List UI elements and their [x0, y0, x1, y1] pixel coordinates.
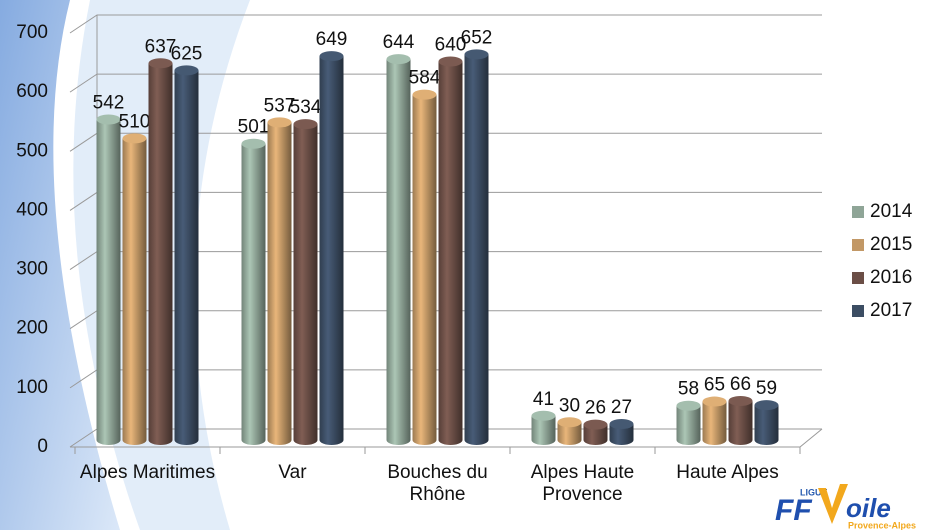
- data-label: 30: [559, 395, 580, 416]
- y-tick-label: 500: [16, 140, 48, 161]
- bar: [386, 59, 411, 446]
- bar-top: [412, 89, 437, 100]
- logo-ligue: LIGUE: [800, 487, 828, 497]
- logo-region: Provence-Alpes: [848, 520, 916, 530]
- data-label: 501: [238, 117, 270, 138]
- data-label: 66: [730, 374, 751, 395]
- bar: [609, 424, 634, 445]
- data-label: 649: [316, 29, 348, 50]
- bar: [464, 54, 489, 445]
- legend-label: 2017: [870, 300, 912, 321]
- bar: [293, 124, 318, 446]
- bar: [96, 119, 121, 446]
- data-label: 534: [290, 97, 322, 118]
- y-tick-label: 700: [16, 22, 48, 43]
- background-swirl: [0, 0, 120, 530]
- bar-top: [319, 51, 344, 62]
- data-label: 65: [704, 375, 725, 396]
- bar: [267, 122, 292, 445]
- y-tick-label: 100: [16, 377, 48, 398]
- legend-swatch: [852, 239, 864, 251]
- bar: [754, 405, 779, 445]
- data-label: 26: [585, 398, 606, 419]
- bar-top: [293, 119, 318, 130]
- bar: [122, 138, 147, 445]
- data-label: 584: [409, 68, 441, 89]
- bar: [148, 63, 173, 445]
- bar-top: [122, 133, 147, 144]
- bar-top: [241, 138, 266, 149]
- bar: [319, 56, 344, 446]
- bar: [557, 422, 582, 445]
- data-label: 537: [264, 95, 296, 116]
- bar-top: [676, 400, 701, 411]
- x-tick-label: Haute Alpes: [676, 462, 779, 483]
- y-tick-label: 0: [37, 436, 48, 457]
- bar-top: [702, 396, 727, 407]
- data-label: 644: [383, 32, 415, 53]
- bar: [676, 405, 701, 445]
- bar-top: [148, 58, 173, 69]
- bar-top: [96, 114, 121, 125]
- data-label: 27: [611, 397, 632, 418]
- data-label: 637: [145, 36, 177, 57]
- logo-voile: oile: [846, 493, 891, 523]
- bar-top: [728, 395, 753, 406]
- bar: [412, 94, 437, 445]
- data-label: 542: [93, 92, 125, 113]
- bar-top: [386, 54, 411, 65]
- data-label: 41: [533, 389, 554, 410]
- legend-swatch: [852, 305, 864, 317]
- bar-top: [583, 419, 608, 430]
- data-label: 58: [678, 379, 699, 400]
- bar: [728, 400, 753, 445]
- bar: [241, 143, 266, 446]
- bar: [174, 70, 199, 445]
- logo-v: [818, 484, 848, 524]
- legend-swatch: [852, 206, 864, 218]
- y-tick-label: 300: [16, 259, 48, 280]
- legend-label: 2014: [870, 201, 913, 222]
- bar: [702, 401, 727, 445]
- bar-top: [174, 65, 199, 76]
- bar-top: [267, 117, 292, 128]
- bar-top: [531, 410, 556, 421]
- data-label: 652: [461, 27, 493, 48]
- bar: [583, 424, 608, 445]
- legend-label: 2016: [870, 267, 912, 288]
- bar-top: [754, 400, 779, 411]
- logo: LIGUE FF oile Provence-Alpes: [775, 484, 916, 530]
- y-tick-label: 400: [16, 199, 48, 220]
- y-tick-label: 200: [16, 318, 48, 339]
- x-tick-label: Alpes Haute Provence: [530, 462, 635, 505]
- bar-top: [557, 417, 582, 428]
- data-label: 625: [171, 43, 203, 64]
- data-label: 510: [119, 111, 151, 132]
- y-tick-label: 600: [16, 81, 48, 102]
- data-label: 640: [435, 35, 467, 56]
- bar: [438, 61, 463, 445]
- bar-top: [464, 49, 489, 60]
- legend-swatch: [852, 272, 864, 284]
- x-tick-label: Bouches du Rhône: [387, 462, 488, 505]
- x-tick-label: Alpes Maritimes: [79, 462, 216, 483]
- x-tick-label: Var: [278, 462, 307, 483]
- legend-label: 2015: [870, 234, 912, 255]
- logo-ff: FF: [775, 494, 812, 527]
- data-label: 59: [756, 378, 777, 399]
- bar-top: [438, 56, 463, 67]
- bar: [531, 415, 556, 445]
- bar-top: [609, 419, 634, 430]
